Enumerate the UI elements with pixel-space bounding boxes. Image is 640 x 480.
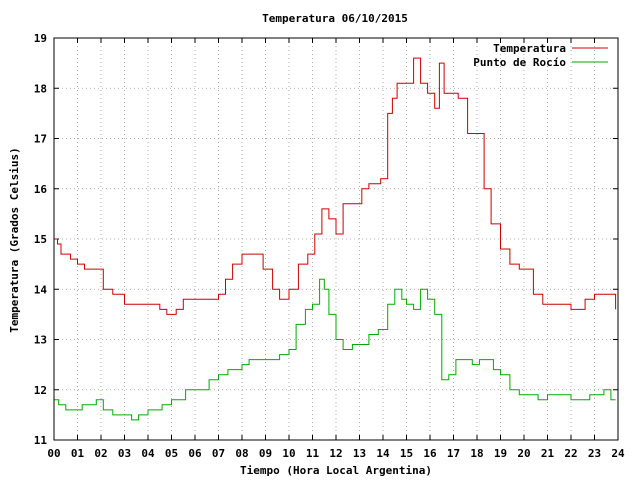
y-tick-label: 12 [34,384,47,397]
plot-lines [54,57,617,421]
y-tick-label: 13 [34,334,47,347]
x-tick-label: 07 [212,447,225,460]
y-tick-label: 11 [34,434,48,447]
x-axis-label: Tiempo (Hora Local Argentina) [240,464,432,477]
x-tick-label: 15 [400,447,413,460]
y-tick-label: 14 [34,283,48,296]
x-tick-label: 19 [494,447,507,460]
x-tick-label: 13 [353,447,366,460]
x-tick-label: 01 [71,447,85,460]
series-line-1 [54,278,616,421]
x-tick-label: 21 [541,447,555,460]
x-tick-label: 06 [188,447,202,460]
y-tick-label: 19 [34,32,47,45]
x-tick-label: 22 [564,447,577,460]
y-tick-label: 16 [34,183,48,196]
x-tick-label: 08 [235,447,248,460]
grid [54,38,618,440]
y-tick-label: 17 [34,133,47,146]
x-tick-label: 02 [94,447,107,460]
x-tick-label: 17 [447,447,460,460]
x-tick-label: 18 [470,447,483,460]
x-tick-label: 11 [306,447,320,460]
legend-label: Punto de Rocío [473,56,566,69]
x-tick-label: 14 [376,447,390,460]
y-tick-label: 15 [34,233,47,246]
x-tick-label: 12 [329,447,342,460]
x-tick-label: 04 [141,447,155,460]
x-tick-label: 09 [259,447,272,460]
x-tick-label: 16 [423,447,437,460]
chart-title: Temperatura 06/10/2015 [262,12,408,25]
legend-label: Temperatura [493,42,566,55]
x-tick-label: 23 [588,447,601,460]
x-tick-label: 03 [118,447,131,460]
x-tick-label: 10 [282,447,295,460]
x-tick-label: 24 [611,447,625,460]
y-tick-label: 18 [34,82,47,95]
x-tick-label: 05 [165,447,178,460]
x-tick-label: 20 [517,447,530,460]
series-line-0 [54,57,617,315]
axis-ticks: 00 01 02 03 04 05 06 07 08 09 10 11 12 13 14 15 16 17 18 19… [34,32,625,460]
x-tick-label: 00 [47,447,60,460]
y-axis-label: Temperatura (Grados Celsius) [8,147,21,332]
plot-frame [53,37,619,441]
